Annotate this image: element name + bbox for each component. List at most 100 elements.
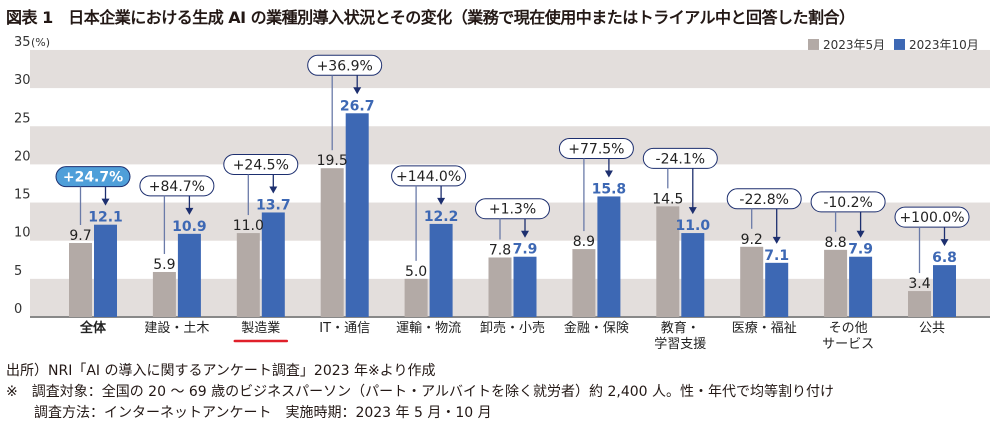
value-label-2023-10: 12.2 (424, 209, 459, 225)
change-label: +100.0% (899, 210, 964, 226)
bar-2023-10 (429, 223, 453, 317)
legend-swatch-may (808, 39, 819, 50)
y-tick-label: 25 (14, 111, 31, 126)
legend-item-oct: 2023年10月 (894, 36, 979, 53)
bar-2023-05 (656, 206, 680, 317)
value-label-2023-05: 9.7 (69, 228, 91, 244)
category-label: 全体 (79, 320, 107, 336)
chart-title: 図表 1 日本企業における生成 AI の業種別導入状況とその変化（業務で現在使用… (6, 8, 855, 27)
value-label-2023-10: 15.8 (592, 181, 627, 197)
value-label-2023-05: 14.5 (652, 191, 683, 207)
bar-2023-10 (849, 256, 873, 317)
bar-2023-10 (681, 233, 705, 317)
change-pill (391, 165, 467, 187)
change-label: +24.5% (233, 157, 289, 173)
change-pill (642, 147, 718, 169)
value-label-2023-10: 11.0 (676, 218, 711, 234)
value-label-2023-10: 6.8 (932, 250, 957, 266)
value-label-2023-05: 5.0 (405, 264, 427, 280)
bar-2023-10 (933, 265, 956, 317)
y-axis-unit: (%) (31, 36, 50, 49)
category-label: サービス (822, 337, 874, 352)
change-pill (558, 137, 634, 159)
change-pill (223, 153, 299, 175)
source-note: 出所）NRI「AI の導入に関するアンケート調査」2023 年※より作成 (6, 363, 436, 379)
bar-2023-10 (597, 196, 621, 317)
value-label-2023-05: 5.9 (153, 257, 175, 273)
grid-band (30, 126, 990, 165)
change-pill (55, 166, 131, 188)
y-tick-label: 0 (14, 302, 22, 317)
arrow-head (269, 186, 278, 194)
y-tick-label: 30 (14, 73, 31, 88)
bar-2023-05 (404, 278, 428, 317)
change-label: +36.9% (317, 58, 373, 74)
value-label-2023-10: 12.1 (88, 210, 123, 226)
bar-2023-05 (69, 242, 92, 317)
change-label: -24.1% (656, 151, 706, 167)
value-label-2023-05: 9.2 (741, 232, 763, 248)
category-label: 卸売・小売 (480, 320, 545, 336)
category-label: 教育・ (661, 320, 700, 336)
survey-method-note: 調査方法：インターネットアンケート 実施時期：2023 年 5 月・10 月 (6, 405, 492, 421)
legend-label-oct: 2023年10月 (909, 38, 979, 52)
change-pill (139, 175, 215, 197)
value-label-2023-10: 13.7 (256, 197, 291, 213)
change-label: +1.3% (489, 202, 536, 218)
arrow-head (688, 207, 697, 215)
change-label: +24.7% (63, 170, 123, 186)
value-label-2023-05: 11.0 (233, 218, 264, 234)
category-label: 医療・福祉 (732, 321, 797, 336)
arrow-head (940, 239, 949, 247)
value-label-2023-10: 7.9 (848, 242, 873, 258)
bar-2023-10 (94, 224, 117, 317)
bar-2023-10 (177, 233, 201, 317)
value-label-2023-10: 26.7 (340, 98, 375, 114)
arrow-head (437, 197, 446, 205)
bar-2023-05 (824, 249, 848, 317)
change-pill (475, 198, 550, 220)
change-label: +84.7% (149, 179, 205, 195)
grid-band (30, 49, 990, 89)
arrow-head (772, 236, 781, 244)
change-label: -22.8% (739, 192, 789, 208)
change-label: +144.0% (396, 169, 461, 185)
category-label: 学習支援 (654, 336, 706, 352)
arrow-head (353, 87, 362, 95)
legend-swatch-oct (894, 39, 905, 50)
value-label-2023-10: 7.9 (513, 242, 538, 258)
value-label-2023-05: 3.4 (908, 276, 930, 292)
bar-2023-10 (261, 212, 285, 317)
change-label: -10.2% (823, 195, 873, 211)
category-label: 製造業 (241, 320, 280, 336)
change-label: +77.5% (568, 141, 624, 157)
value-label-2023-05: 8.9 (573, 234, 595, 250)
value-label-2023-05: 7.8 (489, 242, 511, 258)
bar-2023-10 (345, 113, 369, 318)
category-label: 金融・保険 (564, 320, 629, 336)
legend-item-may: 2023年5月 (808, 36, 885, 53)
y-tick-label: 5 (14, 264, 22, 279)
y-tick-label: 35 (14, 35, 31, 50)
value-label-2023-10: 7.1 (764, 248, 789, 264)
bar-2023-05 (236, 233, 260, 317)
y-tick-label: 20 (14, 149, 31, 164)
arrow-head (604, 170, 613, 178)
y-tick-label: 10 (14, 226, 31, 241)
bar-2023-05 (740, 246, 764, 317)
bar-2023-05 (320, 168, 344, 317)
survey-target-note: ※ 調査対象：全国の 20 ～ 69 歳のビジネスパーソン（パート・アルバイトを… (6, 384, 834, 400)
legend-label-may: 2023年5月 (823, 38, 886, 52)
value-label-2023-05: 19.5 (317, 153, 348, 169)
bar-2023-10 (513, 256, 537, 317)
change-pill (810, 191, 886, 213)
y-tick-label: 15 (14, 188, 31, 203)
bar-2023-05 (152, 271, 176, 317)
arrow-head (185, 207, 194, 215)
category-label: 運輸・物流 (396, 321, 461, 336)
bar-2023-05 (908, 291, 931, 317)
category-label: 公共 (919, 321, 945, 336)
bar-2023-10 (765, 262, 789, 317)
value-label-2023-05: 8.8 (824, 235, 846, 251)
change-pill (894, 206, 970, 228)
